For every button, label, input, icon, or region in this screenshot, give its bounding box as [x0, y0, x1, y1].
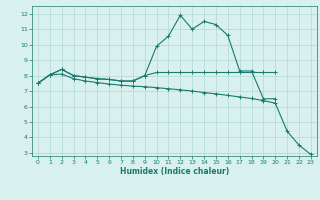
X-axis label: Humidex (Indice chaleur): Humidex (Indice chaleur) — [120, 167, 229, 176]
